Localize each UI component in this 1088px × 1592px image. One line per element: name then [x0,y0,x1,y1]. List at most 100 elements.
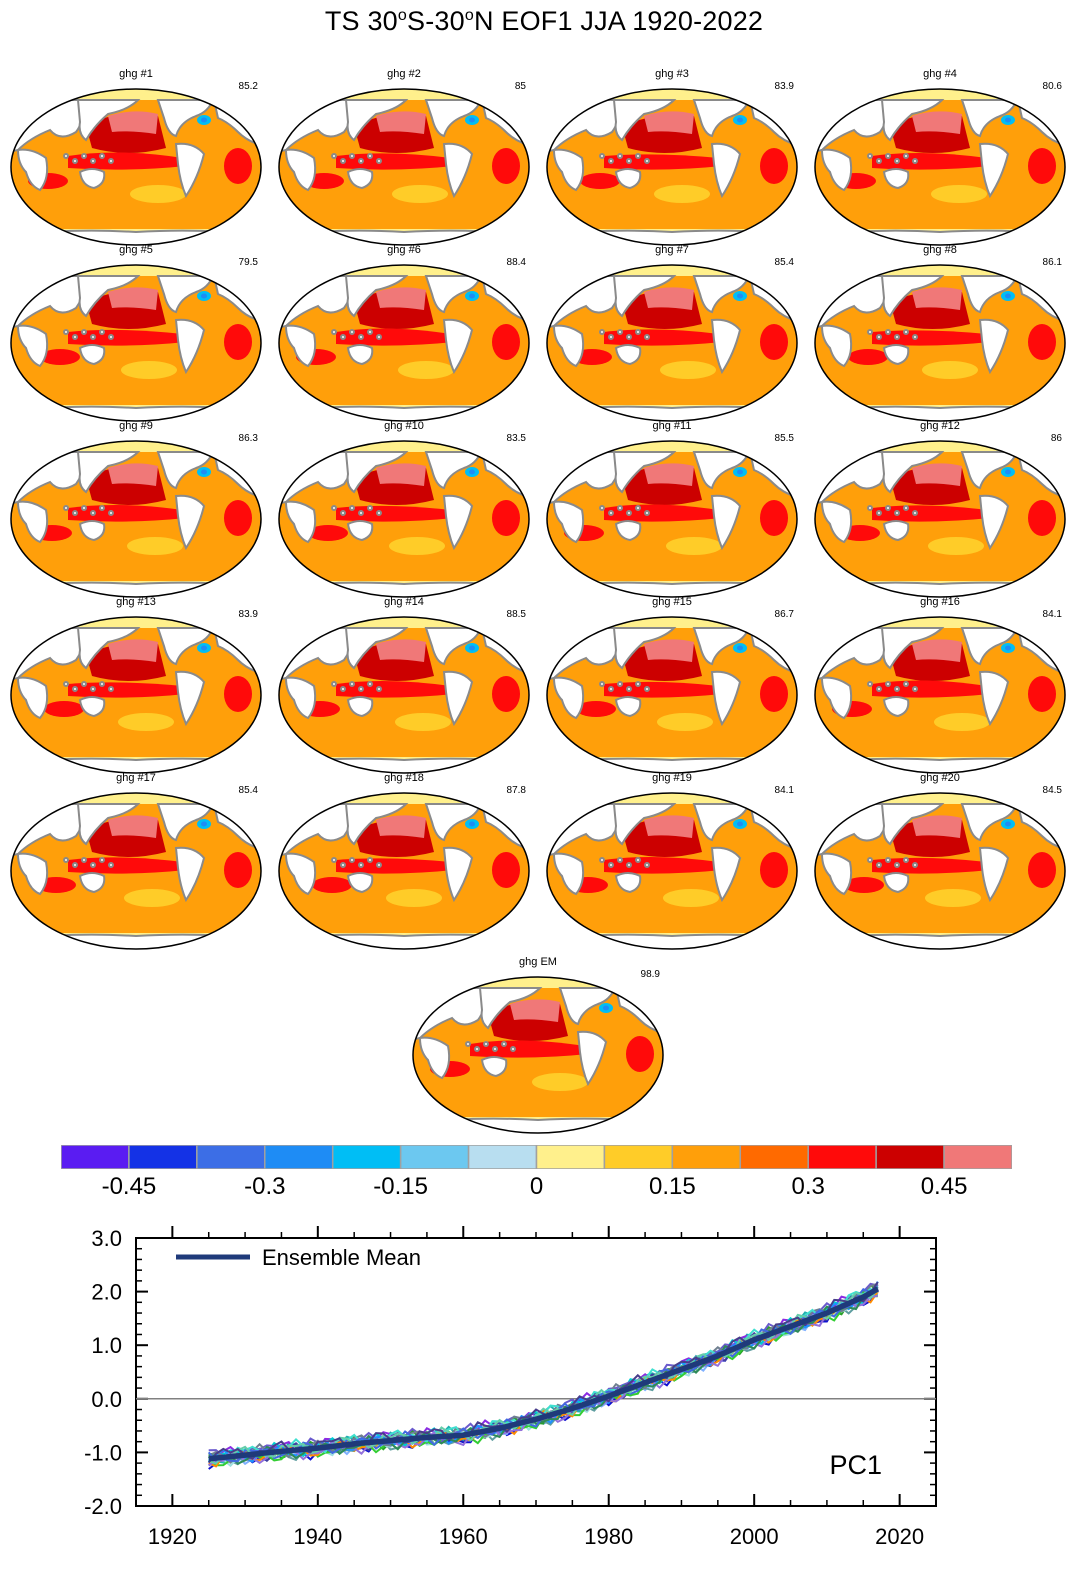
australia-landmass [78,872,106,894]
island [349,153,355,159]
australia-landmass [78,344,106,366]
map-panel: ghg #18 87.8 [276,772,532,952]
africa-landmass [284,852,317,896]
npacific-pink-patch [644,287,694,310]
spacific-light-patch [121,361,177,379]
australia-landmass [614,344,642,366]
asia-landmass [880,627,945,670]
south-america-landmass [710,142,742,199]
atlantic-warm-patch [224,676,252,712]
map-plot [278,792,530,950]
island [63,505,69,511]
island [376,510,382,516]
spacific-light-patch [657,713,713,731]
south-america-landmass [710,846,742,903]
south-america-landmass [978,670,1010,727]
panel-variance: 85.2 [238,81,258,92]
atlantic-warm-patch [224,148,252,184]
island [635,505,641,511]
island [108,510,114,516]
island [894,334,900,340]
map-plot [10,264,262,422]
island [108,862,114,868]
island [626,862,632,868]
colorbar-label: -0.45 [101,1173,157,1200]
panel-title: ghg #14 [384,596,424,608]
spacific-light-patch [392,185,448,203]
atlantic-warm-patch [224,500,252,536]
indian-warm-patch [44,701,84,717]
panel-title: ghg #16 [920,596,960,608]
atlantic-warm-patch [492,676,520,712]
panel-variance: 86 [1050,433,1062,444]
north-america-landmass [692,627,751,666]
npacific-pink-patch [108,287,158,310]
island [63,681,69,687]
atlantic-warm-patch [1028,676,1056,712]
npacific-pink-patch [644,815,694,838]
map-panel: ghg #6 88.4 [276,244,532,424]
island [90,510,96,516]
map-border [278,616,530,774]
equatorial-warm-band [68,329,186,346]
map-border [278,792,530,950]
map-plot [10,792,262,950]
x-tick-label: 1940 [293,1524,342,1549]
chart-label: PC1 [829,1450,882,1480]
map-border [10,440,262,598]
npacific-pink-patch [510,999,560,1022]
panel-variance: 83.9 [238,609,258,620]
island [912,510,918,516]
panel-variance: 84.1 [774,785,794,796]
island [635,329,641,335]
africa-landmass [820,676,853,720]
atlantic-warm-patch [1028,500,1056,536]
colorbar-swatch [671,1144,742,1170]
island [358,158,364,164]
equatorial-warm-band [872,680,990,698]
island [867,681,873,687]
panel-title: ghg #7 [655,244,689,256]
asia-landmass [344,627,409,670]
island [894,862,900,868]
island [912,862,918,868]
colorbar-label: 0.3 [791,1173,825,1200]
member-line [207,1286,879,1463]
island [474,1046,480,1052]
panel-title: ghg #6 [387,244,421,256]
asia-landmass [612,275,677,318]
panel-variance: 88.4 [506,257,526,268]
equatorial-warm-band [336,505,454,522]
indian-warm-patch [844,877,884,893]
map-plot [278,264,530,422]
spacific-light-patch [395,713,451,731]
colorbar-swatch [60,1144,130,1170]
map-plot [546,264,798,422]
map-plot [278,616,530,774]
atlantic-warm-patch [492,500,520,536]
colorbar [60,1144,1013,1170]
npacific-pink-patch [912,463,962,486]
arctic-band [547,617,797,628]
africa-landmass [820,500,853,544]
member-line [208,1286,879,1465]
panel-variance: 79.5 [238,257,258,268]
panel-variance: 80.6 [1042,81,1062,92]
africa-landmass [820,324,853,368]
panel-variance: 85.4 [238,785,258,796]
map-panel: ghg #15 86.7 [544,596,800,776]
australia-landmass [78,696,106,718]
island [894,158,900,164]
asia-landmass [76,803,141,846]
asia-landmass [880,451,945,494]
south-america-landmass [576,1030,608,1087]
island [367,857,373,863]
spacific-light-patch [928,537,984,555]
north-america-landmass [960,451,1019,490]
colorbar-label: -0.3 [244,1173,286,1200]
ensemble-mean-line [208,1286,880,1462]
island [903,329,909,335]
panel-title: ghg #11 [652,420,692,432]
member-line [207,1287,879,1463]
colorbar-swatch [128,1144,198,1170]
